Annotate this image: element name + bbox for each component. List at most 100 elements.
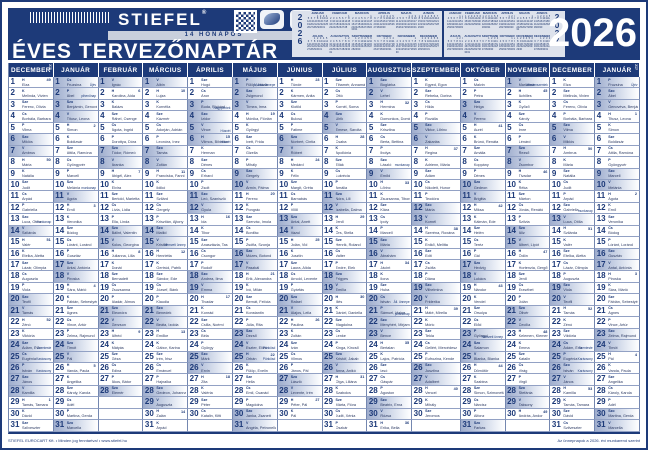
mini-month: AUGUSZTUS1234567891011121314151617181920… <box>464 35 480 57</box>
weekday-abbr: Cs <box>335 169 341 173</box>
name-day: Rezső <box>518 151 530 156</box>
name-day: Marcell <box>66 174 80 179</box>
day-number: 5 <box>55 122 60 132</box>
name-day: Gál <box>473 254 480 259</box>
day-number: 23 <box>144 328 154 338</box>
weekday-abbr: Szo <box>335 352 342 356</box>
weekday-abbr: K <box>518 340 522 345</box>
name-day: Géza <box>111 357 121 362</box>
day-cell: 3 Sze Klotild <box>277 99 323 112</box>
name-day: Ödön <box>518 254 528 259</box>
weekday-abbr: Szo <box>245 329 253 334</box>
name-day: Emma <box>201 288 213 293</box>
name-day: Koppány <box>473 162 489 167</box>
day-cell: 4 Cs Bulcsú <box>277 111 323 123</box>
day-number: 14 <box>324 225 333 235</box>
weekday-abbr: K <box>156 260 159 265</box>
name-day: Pál <box>66 357 73 362</box>
day-cell: 8 H Mária 50 <box>9 157 54 169</box>
day-cell: 25 P Eufrozina, Kende <box>412 351 461 363</box>
weekday-abbr: Szo <box>425 363 432 368</box>
day-number: 2 <box>144 88 150 98</box>
day-number: 29 <box>507 397 517 407</box>
name-day: Krisztián, Ajtony <box>156 219 184 224</box>
week-number: 19 <box>270 112 275 117</box>
name-day: Marcell <box>608 174 621 179</box>
name-day: Tamás <box>22 311 34 316</box>
day-number: 2 <box>462 88 467 98</box>
name-day: Boldizsár <box>66 139 83 144</box>
weekday-abbr: Cs <box>380 374 385 379</box>
day-number: 19 <box>279 282 289 292</box>
day-cell: 19 V Emília <box>322 282 368 295</box>
name-day: Klaudia <box>156 299 170 304</box>
day-number: 28 <box>189 385 199 395</box>
day-number: 7 <box>234 145 239 155</box>
name-day: Emánuel <box>156 368 172 373</box>
name-day: Helén <box>473 231 484 236</box>
day-cell: 2 H Lujza 10 <box>143 88 189 100</box>
name-day: Ármin, Pálma <box>245 185 269 190</box>
weekday-abbr: K <box>66 214 70 219</box>
day-number: 24 <box>507 340 517 350</box>
name-day: Edit <box>425 254 432 259</box>
day-cell: 22 P Vince, Artúr <box>595 317 640 329</box>
weekday-abbr: P <box>563 111 566 116</box>
weekday-abbr: Szo <box>608 329 615 334</box>
name-day: Magdolna <box>335 322 353 327</box>
name-day: Emil, Csanád <box>245 391 269 396</box>
day-number: 29 <box>189 397 199 407</box>
name-day: Boldizsár <box>608 139 624 144</box>
week-number: 50 <box>587 146 593 151</box>
day-cell: 4 H Mónika, Flórián 19 <box>232 111 278 123</box>
weekday-abbr: K <box>111 340 115 345</box>
name-day: Mária <box>425 208 435 213</box>
day-cell: 29 P Adél <box>595 397 640 409</box>
day-number: 5 <box>279 122 284 132</box>
day-number: 21 <box>144 305 154 315</box>
month-header: JANUÁR 2027 <box>595 63 640 77</box>
day-number: 1 <box>55 77 60 86</box>
mini-month-label: FEBRUÁR <box>465 12 480 15</box>
weekday-abbr: K <box>380 352 383 356</box>
weekday-abbr: Sze <box>245 294 253 299</box>
weekday-abbr: V <box>563 134 566 139</box>
weekday-abbr: H <box>156 88 159 93</box>
weekday-abbr: V <box>22 226 25 231</box>
holiday-note: Nemzeti ünnep <box>481 334 504 339</box>
day-number: 18 <box>55 271 65 281</box>
weekday-abbr: Szo <box>425 203 432 208</box>
day-cell: 3 P Buda, Richárd Nagypéntek <box>188 99 233 112</box>
name-day: Orbán <box>245 357 257 362</box>
day-number: 24 <box>462 340 472 350</box>
name-day: Örs, Stella <box>335 231 354 236</box>
weekday-abbr: P <box>335 180 338 185</box>
weekday-abbr: Sze <box>608 374 615 379</box>
day-cell: 24 P György <box>188 340 233 352</box>
name-day: Etelka, Aletta <box>563 254 586 259</box>
week-number: 25 <box>315 238 320 243</box>
day-cell: 21 Cs Konstantin <box>232 305 278 318</box>
week-number: 52 <box>46 318 51 323</box>
day-cell <box>505 420 551 432</box>
day-number: 30 <box>551 408 561 418</box>
week-number: 30 <box>360 295 365 300</box>
day-cell: 19 Cs József, Bánk <box>143 282 189 295</box>
name-day: Ferenc <box>245 196 258 201</box>
day-number: 13 <box>144 214 154 224</box>
weekday-abbr: Sze <box>563 88 570 93</box>
day-number: 29 <box>462 397 472 407</box>
day-number: 12 <box>234 202 244 212</box>
name-day: Gertrúd, Patrik <box>156 265 182 270</box>
day-number: 1 <box>507 77 512 86</box>
day-number: 3 <box>234 99 239 109</box>
week-number: 1 <box>48 398 51 403</box>
weekday-abbr: Cs <box>518 123 524 128</box>
weekday-abbr: P <box>563 352 566 356</box>
weekday-abbr: P <box>380 226 383 231</box>
day-cell: 10 P Zsolt <box>188 179 233 192</box>
day-number: 16 <box>551 248 561 258</box>
name-day: Tamás, Tamara <box>22 402 48 407</box>
name-day: Bernadett <box>111 277 129 282</box>
